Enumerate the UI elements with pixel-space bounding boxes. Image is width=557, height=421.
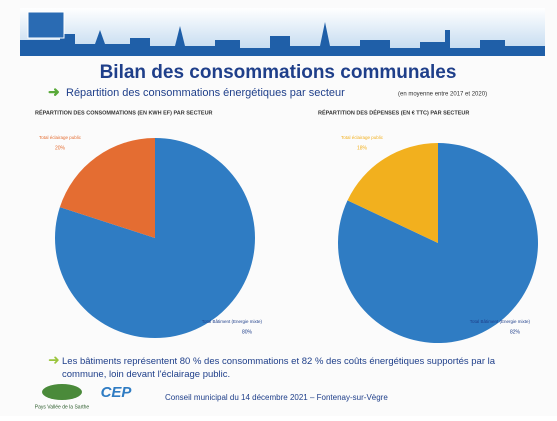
- bullet-text: Les bâtiments représentent 80 % des cons…: [62, 356, 496, 380]
- footer: Conseil municipal du 14 décembre 2021 – …: [165, 393, 388, 402]
- slice-label: Total éclairage public: [39, 135, 82, 140]
- skyline: [20, 22, 545, 56]
- pie-slice: [59, 138, 155, 238]
- charts: RÉPARTITION DES CONSOMMATIONS (EN KWH EF…: [35, 108, 538, 343]
- pie-slice: [54, 138, 255, 338]
- chart-title: RÉPARTITION DES CONSOMMATIONS (EN KWH EF…: [35, 108, 213, 116]
- bullet-arrow: ➜: [48, 84, 60, 100]
- subtitle: Répartition des consommations énergétiqu…: [66, 87, 345, 99]
- slice-label: Total Bâtiment (Energie mixte): [470, 319, 531, 324]
- title: Bilan des consommations communales: [100, 62, 457, 83]
- logo-left-mark: [42, 384, 82, 400]
- slice-value-label: 18%: [357, 145, 368, 151]
- logo-badge: [27, 11, 65, 39]
- bullet-arrow: ➜: [48, 352, 60, 368]
- logo-left: Pays Vallée de la Sarthe: [35, 404, 90, 410]
- subtitle-note: (en moyenne entre 2017 et 2020): [398, 92, 487, 98]
- slice-value-label: 82%: [510, 329, 521, 335]
- slice-value-label: 20%: [55, 145, 66, 151]
- slice-value-label: 80%: [242, 329, 253, 335]
- slice-label: Total éclairage public: [341, 135, 384, 140]
- bullet-box: Les bâtiments représentent 80 % des cons…: [62, 356, 496, 380]
- chart-title: RÉPARTITION DES DÉPENSES (EN € TTC) PAR …: [318, 108, 469, 116]
- logo-right: CEP: [101, 384, 133, 401]
- pie-slice: [347, 143, 438, 243]
- slice-label: Total Bâtiment (Energie mixte): [202, 319, 263, 324]
